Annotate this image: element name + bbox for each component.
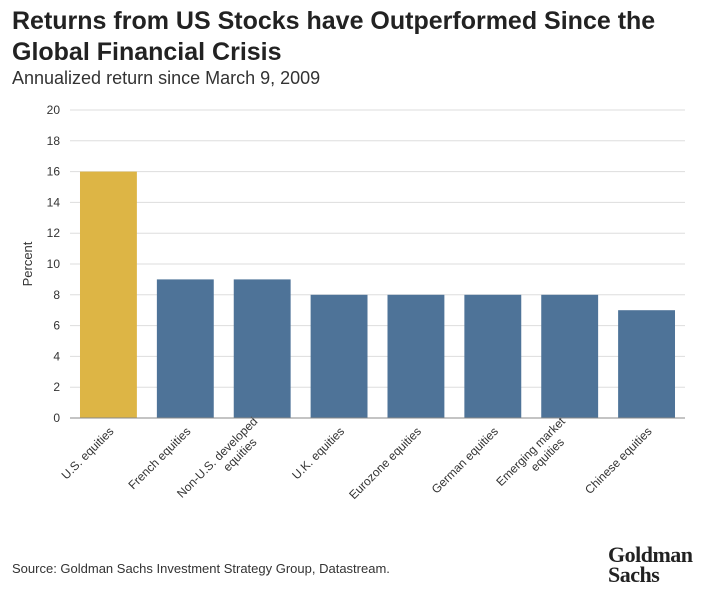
y-tick-label: 10 — [47, 257, 61, 271]
y-tick-label: 12 — [47, 226, 61, 240]
chart-title: Returns from US Stocks have Outperformed… — [12, 7, 656, 66]
logo-line-1: Goldman — [608, 542, 693, 567]
bar — [618, 310, 676, 418]
bar — [541, 294, 599, 418]
y-tick-label: 4 — [53, 349, 60, 363]
bar — [156, 279, 214, 418]
y-tick-label: 16 — [47, 165, 61, 179]
y-axis-label: Percent — [20, 241, 35, 286]
goldman-sachs-logo: Goldman Sachs — [608, 542, 700, 587]
bars — [79, 171, 676, 418]
bar — [387, 294, 445, 418]
y-tick-label: 2 — [53, 380, 60, 394]
x-tick-label: Emerging marketequities — [493, 414, 578, 499]
bar — [79, 171, 137, 418]
y-tick-label: 6 — [53, 319, 60, 333]
x-tick-label: Non-U.S. developedequities — [174, 414, 270, 510]
bar — [464, 294, 522, 418]
y-tick-label: 18 — [47, 134, 61, 148]
y-tick-label: 14 — [47, 195, 61, 209]
y-tick-label: 0 — [53, 411, 60, 425]
bar — [310, 294, 368, 418]
y-axis-ticks: 0 2 4 6 8 10 12 14 16 18 20 — [47, 103, 61, 425]
y-tick-label: 8 — [53, 288, 60, 302]
x-tick-label: U.K. equities — [289, 424, 347, 482]
logo-line-2: Sachs — [608, 562, 660, 587]
x-tick-label: German equities — [429, 424, 501, 496]
y-tick-label: 20 — [47, 103, 61, 117]
bar — [233, 279, 291, 418]
chart-subtitle: Annualized return since March 9, 2009 — [12, 68, 321, 88]
x-tick-label: U.S. equities — [59, 424, 117, 482]
x-tick-label: Eurozone equities — [346, 424, 424, 502]
x-tick-label: Chinese equities — [582, 424, 655, 497]
source-note: Source: Goldman Sachs Investment Strateg… — [12, 561, 390, 576]
